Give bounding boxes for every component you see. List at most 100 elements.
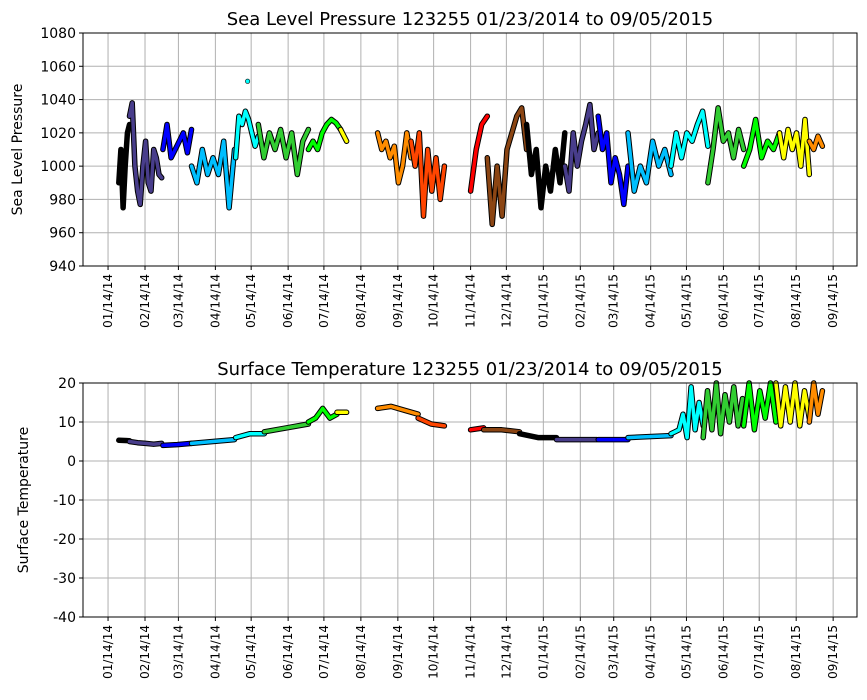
series-segment — [484, 105, 530, 228]
series-segment — [232, 108, 262, 161]
series-segment — [337, 126, 350, 144]
series-segment — [467, 113, 491, 194]
x-tick-label: 04/14/15 — [644, 274, 658, 328]
y-tick-label: 1020 — [40, 126, 76, 142]
pressure-chart: 940 960 980 1000 1020 1040 1060 1080 01/14/14 02/… — [10, 9, 858, 328]
series-line — [233, 109, 261, 160]
series-line — [233, 431, 267, 440]
x-tick-label: 10/14/14 — [427, 274, 441, 328]
series-line — [669, 109, 710, 168]
data-point — [245, 78, 251, 84]
series-line — [777, 117, 812, 177]
series-line — [117, 122, 132, 210]
series-line — [485, 106, 529, 227]
series-segment — [305, 405, 340, 425]
x-tick-label: 06/14/14 — [281, 274, 295, 328]
series-segment — [255, 121, 312, 178]
series-line — [409, 131, 447, 218]
x-tick-label: 12/14/14 — [499, 625, 513, 679]
series-line — [256, 122, 311, 177]
series-segment — [773, 380, 813, 429]
series-segment — [480, 427, 523, 435]
x-tick-label: 01/14/15 — [536, 274, 550, 328]
series-line — [306, 117, 343, 152]
series-segment — [126, 100, 165, 208]
x-tick-label: 09/14/15 — [826, 274, 840, 328]
axes-frame — [82, 382, 858, 618]
series-line — [807, 381, 825, 424]
series-segment — [245, 78, 251, 84]
x-tick-label: 04/14/14 — [208, 274, 222, 328]
y-tick-label: 20 — [58, 376, 76, 392]
series-line — [563, 102, 600, 193]
series-line — [161, 122, 194, 160]
x-tick-label: 07/14/14 — [317, 625, 331, 679]
x-tick-label: 02/14/14 — [138, 625, 152, 679]
x-tick-label: 08/14/15 — [789, 625, 803, 679]
series-segment — [116, 121, 133, 211]
x-tick-label: 06/14/15 — [716, 274, 730, 328]
series-line — [596, 114, 630, 207]
x-tick-label: 07/14/15 — [752, 625, 766, 679]
x-tick-label: 08/14/15 — [789, 274, 803, 328]
series-line — [774, 381, 812, 428]
series-line — [481, 428, 522, 434]
series-segment — [740, 116, 783, 169]
x-tick-label: 04/14/15 — [644, 625, 658, 679]
y-tick-label: 0 — [67, 454, 76, 470]
series-segment — [740, 380, 779, 433]
series-segment — [705, 105, 747, 186]
series-line — [517, 431, 559, 440]
series-line — [338, 127, 349, 143]
series-segment — [806, 133, 826, 153]
x-tick-label: 05/14/15 — [679, 274, 693, 328]
series-segment — [374, 130, 414, 186]
series-line — [127, 101, 164, 207]
series-line — [669, 385, 705, 440]
x-tick-label: 10/14/14 — [427, 625, 441, 679]
x-tick-label: 04/14/14 — [208, 625, 222, 679]
series-line — [306, 406, 339, 424]
x-tick-label: 02/14/15 — [573, 274, 587, 328]
x-tick-label: 03/14/15 — [607, 625, 621, 679]
series-segment — [305, 116, 344, 153]
y-tick-label: 1040 — [40, 93, 76, 109]
x-tick-label: 08/14/14 — [354, 625, 368, 679]
x-tick-label: 07/14/14 — [317, 274, 331, 328]
y-tick-label: -30 — [53, 571, 76, 587]
y-tick-label: 1000 — [40, 159, 76, 175]
y-tick-label: 980 — [49, 192, 76, 208]
y-tick-label: -40 — [53, 610, 76, 626]
x-tick-label: 03/14/15 — [607, 274, 621, 328]
series-segment — [408, 130, 448, 219]
series-segment — [188, 138, 238, 211]
series-line — [127, 439, 164, 446]
y-axis-label: Sea Level Pressure — [10, 84, 26, 216]
x-tick-label: 03/14/14 — [171, 625, 185, 679]
series-line — [701, 381, 745, 440]
y-tick-label: 10 — [58, 415, 76, 431]
x-tick-label: 11/14/14 — [464, 625, 478, 679]
x-tick-label: 11/14/14 — [464, 274, 478, 328]
series-segment — [625, 130, 674, 194]
x-tick-label: 07/14/15 — [752, 274, 766, 328]
x-tick-label: 09/14/14 — [391, 274, 405, 328]
series-segment — [562, 101, 601, 194]
series-line — [626, 131, 673, 193]
series-line — [161, 441, 194, 448]
series-line — [626, 433, 673, 440]
y-tick-label: 960 — [49, 226, 76, 242]
x-tick-label: 01/14/14 — [101, 274, 115, 328]
series-line — [375, 404, 420, 416]
series-segment — [625, 432, 674, 441]
series-segment — [516, 430, 560, 441]
x-tick-label: 05/14/14 — [244, 274, 258, 328]
y-tick-label: 1060 — [40, 59, 76, 75]
x-tick-label: 02/14/15 — [573, 625, 587, 679]
series-segment — [160, 121, 195, 161]
series-segment — [700, 380, 746, 441]
y-tick-label: -10 — [53, 493, 76, 509]
series-segment — [523, 121, 568, 211]
x-tick-label: 01/14/14 — [101, 625, 115, 679]
series-segment — [374, 403, 421, 417]
